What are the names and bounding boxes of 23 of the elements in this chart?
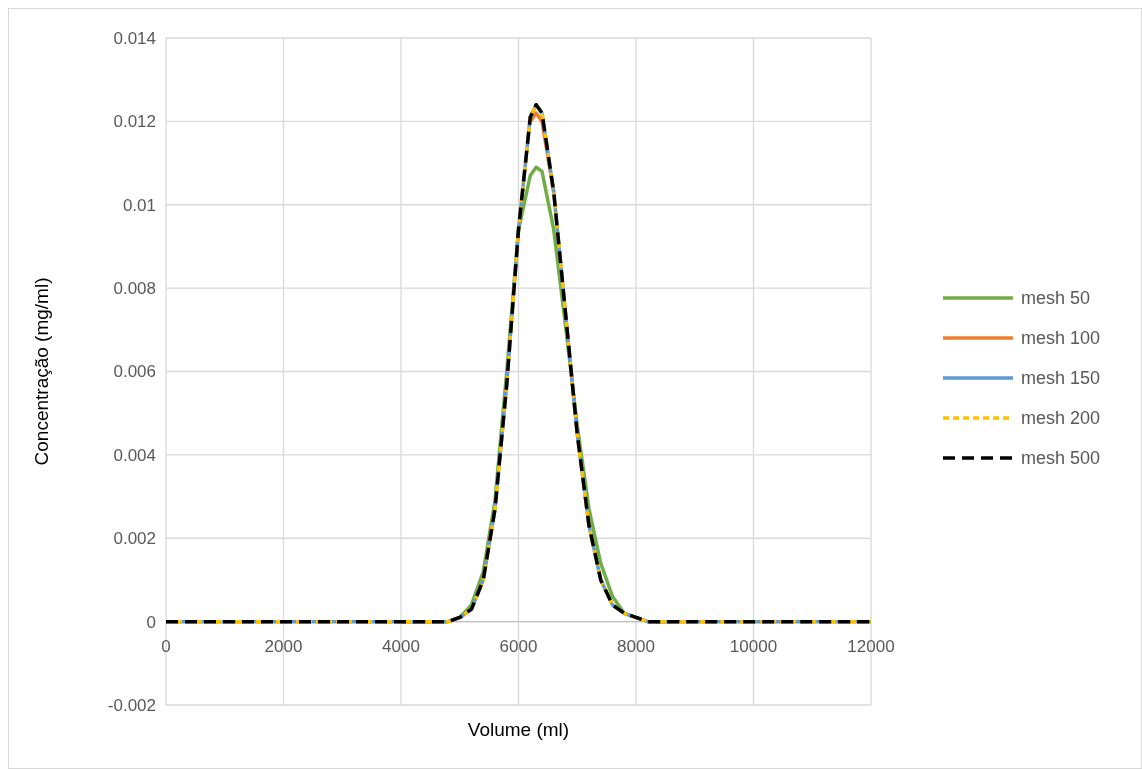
- x-tick-label: 12000: [847, 636, 895, 656]
- x-tick-label: 8000: [617, 636, 655, 656]
- x-tick-label: 10000: [729, 636, 778, 656]
- legend-label: mesh 50: [1021, 288, 1091, 309]
- legend-label: mesh 150: [1021, 368, 1101, 389]
- legend-label: mesh 500: [1021, 448, 1101, 469]
- x-tick-label: 2000: [264, 636, 303, 656]
- y-tick-label: 0.014: [113, 28, 156, 48]
- x-axis-title: Volume (ml): [467, 719, 570, 740]
- y-tick-label: 0.01: [122, 195, 156, 215]
- x-tick-label: 0: [161, 636, 171, 656]
- x-tick-label: 6000: [499, 636, 538, 656]
- legend-label: mesh 200: [1021, 408, 1101, 429]
- y-tick-label: 0.006: [113, 362, 156, 382]
- x-tick-label: 4000: [382, 636, 420, 656]
- y-tick-label: 0.004: [113, 445, 156, 465]
- legend-label: mesh 100: [1021, 328, 1101, 349]
- y-tick-label: -0.002: [107, 695, 156, 715]
- y-tick-label: 0.008: [113, 279, 156, 299]
- y-tick-label: 0.002: [113, 529, 156, 549]
- y-axis-title: Concentração (mg/ml): [31, 277, 52, 466]
- y-tick-label: 0: [146, 612, 156, 632]
- y-tick-label: 0.012: [113, 112, 156, 132]
